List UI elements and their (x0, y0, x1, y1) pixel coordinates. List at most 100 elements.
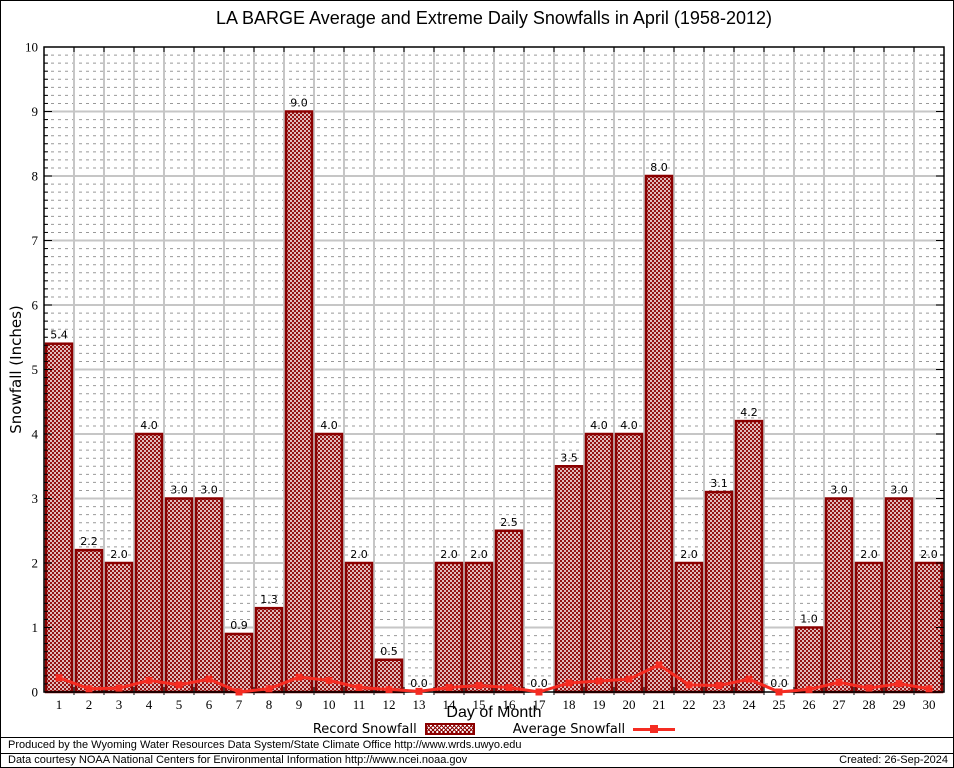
svg-text:16: 16 (503, 697, 517, 712)
svg-text:1: 1 (56, 697, 63, 712)
record-snowfall-swatch-icon (424, 723, 475, 735)
svg-text:3.0: 3.0 (200, 484, 218, 497)
svg-text:13: 13 (413, 697, 426, 712)
svg-text:24: 24 (743, 697, 757, 712)
chart-legend: Record Snowfall Average Snowfall (44, 721, 944, 737)
footer-data-courtesy: Data courtesy NOAA National Centers for … (8, 754, 468, 766)
average-marker-day-20 (625, 675, 633, 683)
svg-text:10: 10 (25, 40, 38, 55)
svg-text:2.0: 2.0 (350, 548, 368, 561)
svg-text:4: 4 (146, 697, 153, 712)
svg-text:20: 20 (623, 697, 636, 712)
svg-text:2.0: 2.0 (440, 548, 458, 561)
svg-text:19: 19 (593, 697, 606, 712)
record-bar-day-10 (314, 432, 344, 694)
average-marker-day-29 (895, 680, 903, 688)
bar-value-labels: 5.4 2.2 2.0 4.0 3.0 3.0 0.9 1.3 9.0 4.0 2.0 0.5 0.0 2… (50, 97, 938, 691)
svg-text:21: 21 (653, 697, 666, 712)
svg-text:2: 2 (86, 697, 93, 712)
average-marker-day-8 (265, 685, 273, 693)
x-axis-label: Day of Month (446, 704, 542, 721)
record-bar-day-11 (344, 561, 374, 694)
svg-text:0.5: 0.5 (380, 645, 398, 658)
average-marker-day-18 (565, 679, 573, 687)
average-marker-day-13 (415, 687, 423, 695)
record-bar-day-1 (44, 342, 74, 694)
footer-created-date: Created: 26-Sep-2024 (839, 754, 948, 766)
average-marker-day-17 (535, 688, 543, 696)
average-line (55, 661, 933, 696)
average-marker-day-2 (85, 685, 93, 693)
svg-text:7: 7 (32, 233, 39, 248)
line-marker-icon (650, 725, 659, 733)
average-marker-day-5 (175, 681, 183, 689)
svg-text:22: 22 (683, 697, 696, 712)
svg-text:2: 2 (32, 556, 39, 571)
record-bar-day-20 (614, 432, 644, 694)
record-bar-day-5 (164, 497, 194, 694)
svg-text:0.9: 0.9 (230, 619, 248, 632)
svg-text:15: 15 (473, 697, 486, 712)
svg-text:6: 6 (32, 298, 39, 313)
record-bar-day-21 (644, 174, 674, 694)
svg-text:4.0: 4.0 (620, 419, 638, 432)
record-bar-day-8 (254, 606, 284, 694)
snowfall-chart: 5.4 2.2 2.0 4.0 3.0 3.0 0.9 1.3 9.0 4.0 2.0 0.5 0.0 2… (25, 40, 945, 712)
record-bar-day-14 (434, 561, 464, 694)
svg-text:1: 1 (32, 620, 39, 635)
svg-text:28: 28 (863, 697, 876, 712)
average-marker-day-11 (355, 683, 363, 691)
svg-text:6: 6 (206, 697, 213, 712)
svg-text:9: 9 (32, 104, 39, 119)
legend-item-record: Record Snowfall (313, 722, 475, 737)
svg-text:2.2: 2.2 (80, 535, 98, 548)
record-bar-day-19 (584, 432, 614, 694)
average-marker-day-26 (805, 685, 813, 693)
y-axis-label: Snowfall (Inches) (7, 305, 25, 434)
footer-line2: Data courtesy NOAA National Centers for … (1, 753, 953, 767)
svg-text:18: 18 (563, 697, 576, 712)
svg-text:8.0: 8.0 (650, 161, 668, 174)
major-gridlines (44, 47, 944, 692)
average-marker-day-12 (385, 685, 393, 693)
svg-text:4.2: 4.2 (740, 406, 758, 419)
svg-text:30: 30 (923, 697, 936, 712)
record-bar-day-7 (224, 632, 254, 694)
average-marker-day-21 (655, 661, 663, 669)
svg-text:4.0: 4.0 (140, 419, 158, 432)
average-marker-day-30 (925, 685, 933, 693)
footer: Produced by the Wyoming Water Resources … (1, 737, 953, 767)
average-marker-day-3 (115, 684, 123, 692)
average-marker-day-27 (835, 678, 843, 686)
average-marker-day-4 (145, 676, 153, 684)
x-tick-labels: 1 2 3 4 5 6 7 8 9 10 11 12 13 14 15 16 17 18 19 20 21 22 23 24 2… (56, 697, 936, 712)
average-marker-day-25 (775, 688, 783, 696)
svg-text:2.0: 2.0 (110, 548, 128, 561)
average-marker-day-28 (865, 684, 873, 692)
svg-text:2.0: 2.0 (470, 548, 488, 561)
svg-text:17: 17 (533, 697, 547, 712)
record-bar-day-29 (884, 497, 914, 694)
average-snowfall-line-icon (633, 725, 676, 733)
svg-text:3: 3 (116, 697, 123, 712)
svg-text:3.0: 3.0 (170, 484, 188, 497)
average-marker-day-15 (475, 682, 483, 690)
svg-text:3.0: 3.0 (890, 484, 908, 497)
svg-text:5: 5 (32, 362, 39, 377)
average-marker-day-10 (325, 676, 333, 684)
footer-produced-by: Produced by the Wyoming Water Resources … (1, 737, 953, 753)
svg-text:9.0: 9.0 (290, 97, 308, 110)
average-marker-day-19 (595, 677, 603, 685)
record-bar-day-22 (674, 561, 704, 694)
legend-record-label: Record Snowfall (312, 721, 417, 737)
chart-title: LA BARGE Average and Extreme Daily Snowf… (216, 8, 772, 28)
svg-text:8: 8 (266, 697, 273, 712)
axis-ticks (44, 46, 944, 695)
svg-text:5.4: 5.4 (50, 329, 68, 342)
svg-text:25: 25 (773, 697, 786, 712)
svg-text:4.0: 4.0 (590, 419, 608, 432)
svg-text:0.0: 0.0 (770, 677, 788, 690)
svg-text:2.5: 2.5 (500, 516, 518, 529)
svg-text:12: 12 (383, 697, 396, 712)
